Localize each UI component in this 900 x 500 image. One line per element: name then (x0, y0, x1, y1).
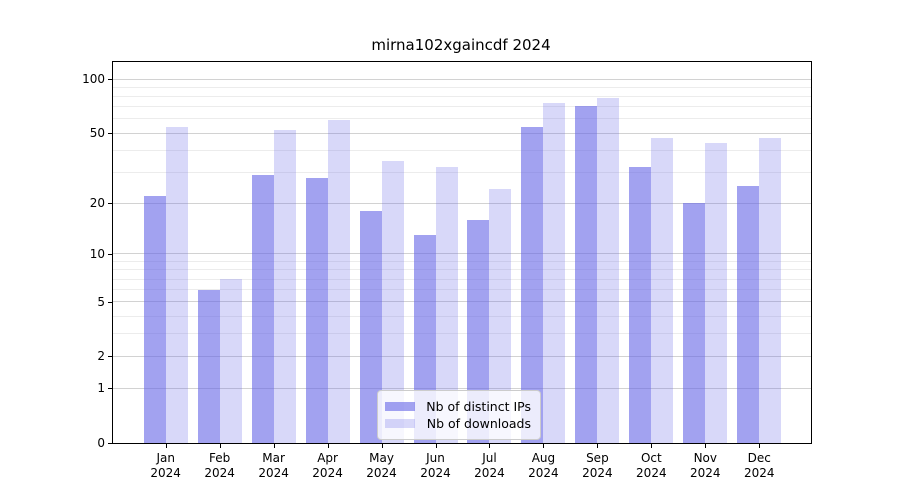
x-tick-label: Aug 2024 (528, 451, 559, 480)
y-tick (108, 301, 112, 303)
x-tick-label: Jun 2024 (420, 451, 451, 480)
minor-gridline (113, 315, 811, 317)
chart-title: mirna102xgaincdf 2024 (371, 36, 551, 54)
bar-feb-downloads (219, 279, 242, 443)
x-tick-label: Apr 2024 (312, 451, 343, 480)
bar-feb-distinct-ips (197, 289, 220, 443)
bar-apr-distinct-ips (305, 177, 328, 443)
minor-gridline (113, 118, 811, 120)
bar-nov-downloads (705, 142, 728, 443)
minor-gridline (113, 269, 811, 271)
x-tick-label: Feb 2024 (204, 451, 235, 480)
y-tick-label: 10 (89, 246, 105, 261)
x-tick-label: Jul 2024 (474, 451, 505, 480)
y-tick-label: 5 (97, 294, 105, 309)
bar-mar-distinct-ips (251, 174, 274, 443)
bar-sep-downloads (597, 97, 620, 443)
x-tick-label: Jan 2024 (150, 451, 181, 480)
y-tick (108, 253, 112, 255)
bar-may-distinct-ips (359, 210, 382, 443)
legend-swatch-downloads-icon (385, 418, 415, 428)
bar-jun-downloads (435, 167, 458, 443)
minor-gridline (113, 86, 811, 88)
bar-jul-downloads (489, 189, 512, 443)
legend-item-distinct-ips: Nb of distinct IPs (385, 398, 531, 414)
bar-apr-downloads (327, 120, 350, 443)
legend: Nb of distinct IPs Nb of downloads (377, 390, 541, 440)
minor-gridline (113, 149, 811, 151)
bar-aug-distinct-ips (521, 127, 544, 443)
x-tick-label: Sep 2024 (582, 451, 613, 480)
bar-nov-distinct-ips (683, 203, 706, 443)
x-tick (273, 444, 275, 448)
y-tick-label: 20 (89, 196, 105, 211)
bar-aug-downloads (543, 102, 566, 443)
bar-oct-downloads (651, 137, 674, 443)
bar-oct-distinct-ips (629, 167, 652, 443)
major-gridline (113, 78, 811, 80)
minor-gridline (113, 171, 811, 173)
x-tick-label: Oct 2024 (636, 451, 667, 480)
x-tick (651, 444, 653, 448)
x-tick-label: Dec 2024 (743, 451, 775, 480)
x-tick (219, 444, 221, 448)
x-tick-label: Mar 2024 (258, 451, 289, 480)
x-tick (489, 444, 491, 448)
x-tick (705, 444, 707, 448)
minor-gridline (113, 278, 811, 280)
bar-may-downloads (381, 160, 404, 443)
bar-jan-distinct-ips (143, 195, 166, 443)
y-tick (108, 356, 112, 358)
major-gridline (113, 387, 811, 389)
y-tick-label: 1 (97, 381, 105, 396)
y-tick (108, 388, 112, 390)
bar-dec-distinct-ips (737, 186, 760, 443)
minor-gridline (113, 333, 811, 335)
plot-area: Nb of distinct IPs Nb of downloads (112, 61, 812, 444)
y-tick-label: 50 (89, 126, 105, 141)
x-tick-label: May 2024 (366, 451, 397, 480)
y-tick (108, 133, 112, 135)
x-tick (165, 444, 167, 448)
bar-dec-downloads (759, 137, 782, 443)
minor-gridline (113, 289, 811, 291)
minor-gridline (113, 106, 811, 108)
bar-jul-distinct-ips (467, 219, 490, 443)
x-tick (759, 444, 761, 448)
y-tick (108, 203, 112, 205)
y-tick-label: 100 (82, 72, 105, 87)
legend-swatch-distinct-ips-icon (385, 401, 415, 411)
minor-gridline (113, 96, 811, 98)
bar-jan-downloads (165, 127, 188, 443)
x-tick (327, 444, 329, 448)
x-tick (435, 444, 437, 448)
major-gridline (113, 132, 811, 134)
y-tick (108, 79, 112, 81)
major-gridline (113, 253, 811, 255)
x-tick (597, 444, 599, 448)
legend-label-distinct-ips: Nb of distinct IPs (426, 398, 531, 414)
bar-sep-distinct-ips (575, 105, 598, 443)
y-tick-label: 0 (97, 436, 105, 450)
minor-gridline (113, 261, 811, 262)
major-gridline (113, 355, 811, 357)
x-tick (543, 444, 545, 448)
legend-label-downloads: Nb of downloads (426, 415, 531, 431)
major-gridline (113, 301, 811, 303)
major-gridline (113, 202, 811, 204)
y-tick-label: 2 (97, 349, 105, 364)
x-tick (381, 444, 383, 448)
legend-item-downloads: Nb of downloads (385, 415, 531, 431)
x-tick-label: Nov 2024 (690, 451, 721, 480)
y-tick (108, 443, 112, 444)
bar-mar-downloads (273, 130, 296, 443)
